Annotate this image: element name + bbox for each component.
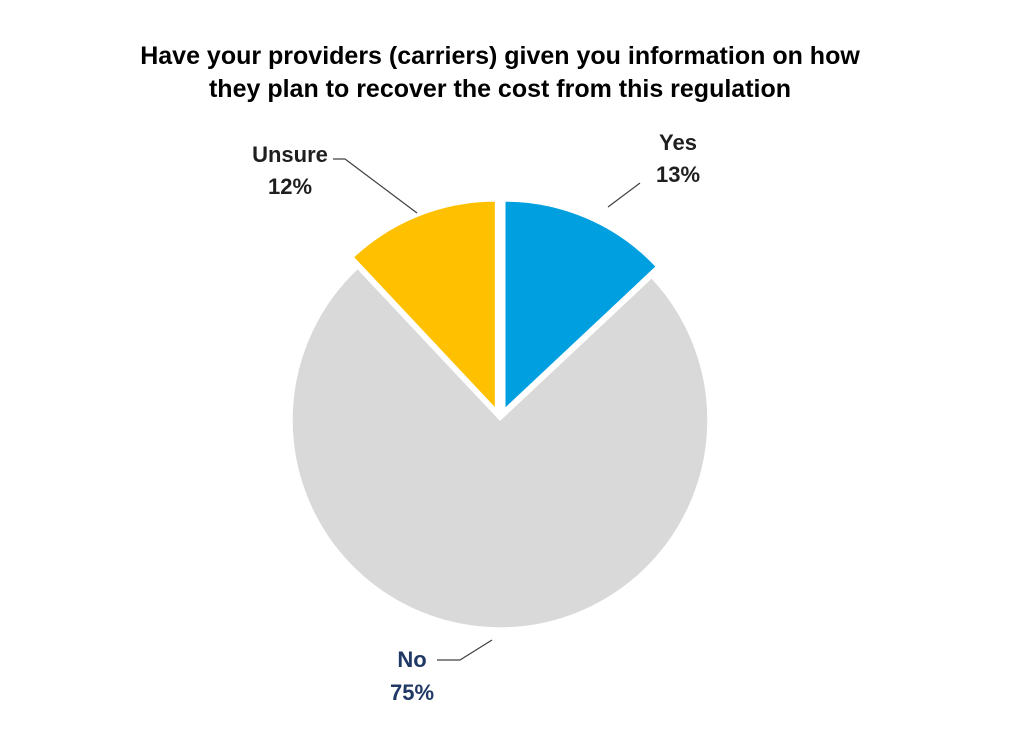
pie-value-label-unsure: 12% bbox=[268, 174, 312, 199]
pie-label-yes: Yes bbox=[659, 130, 697, 155]
chart-title-line-2: they plan to recover the cost from this … bbox=[208, 75, 792, 103]
pie-slice-no bbox=[291, 267, 709, 629]
pie-label-unsure: Unsure bbox=[252, 142, 328, 167]
leader-line-yes bbox=[607, 182, 641, 208]
chart-title-line-1: Have your providers (carriers) given you… bbox=[140, 42, 860, 70]
leader-line-no bbox=[437, 639, 493, 661]
leader-line-unsure bbox=[333, 158, 418, 214]
leader-lines bbox=[333, 158, 641, 661]
pie-slices bbox=[291, 200, 709, 629]
pie-value-label-no: 75% bbox=[390, 680, 434, 705]
chart-title: Have your providers (carriers) given you… bbox=[0, 40, 1000, 106]
pie-value-label-yes: 13% bbox=[656, 162, 700, 187]
pie-slice-unsure bbox=[352, 200, 497, 411]
pie-labels: Yes 13% No 75% Unsure 12% bbox=[252, 130, 700, 705]
pie-slice-yes bbox=[504, 200, 658, 411]
pie-label-no: No bbox=[397, 647, 426, 672]
